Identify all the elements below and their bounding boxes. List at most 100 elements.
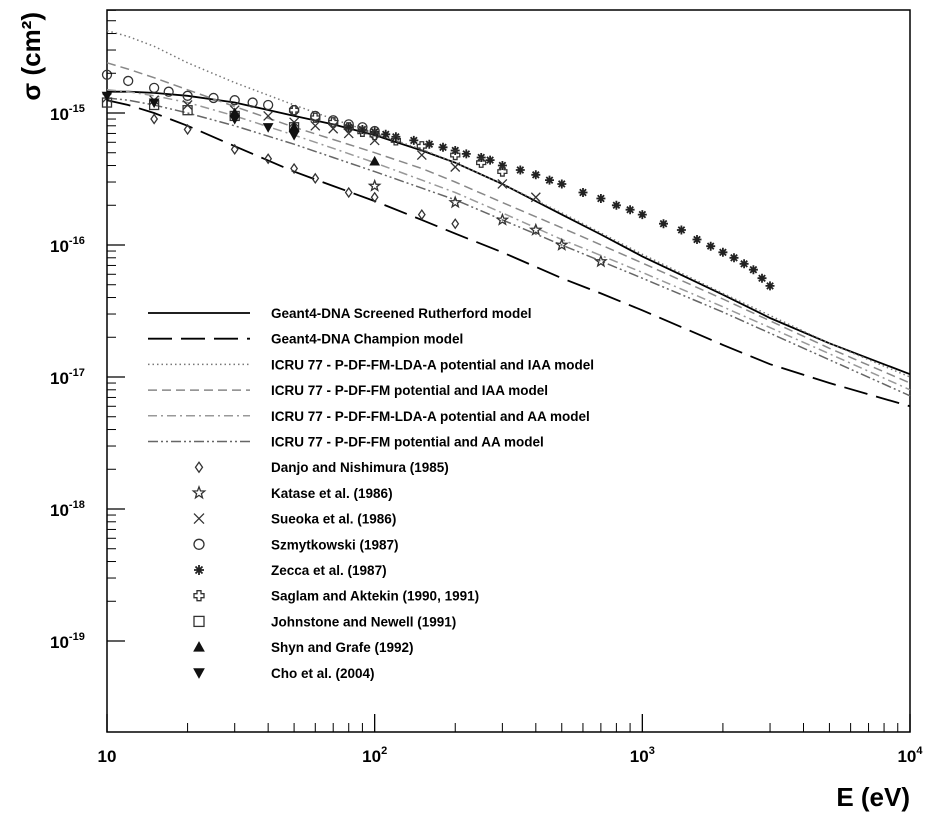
x-tick-label: 10 (98, 747, 117, 766)
data-point (461, 149, 471, 159)
data-point (369, 129, 380, 141)
data-point (476, 157, 487, 168)
legend-label: Geant4-DNA Champion model (271, 332, 463, 347)
series-line (106, 97, 911, 397)
legend-label: Saglam and Aktekin (1990, 1991) (271, 589, 479, 604)
plot-frame (106, 9, 911, 733)
data-point (485, 155, 495, 165)
data-point (288, 121, 300, 132)
legend-label: ICRU 77 - P-DF-FM-LDA-A potential and AA… (271, 409, 590, 424)
data-point (515, 165, 525, 175)
data-point (554, 237, 569, 251)
data-point (416, 141, 427, 152)
x-tick-label: 104 (897, 745, 923, 766)
legend-marker-swatch (193, 590, 205, 602)
data-point (263, 99, 274, 111)
data-point (150, 113, 159, 125)
data-point (148, 82, 160, 94)
y-tick-label: 10-17 (50, 367, 85, 388)
data-point (748, 265, 758, 275)
data-point (370, 127, 380, 137)
legend-entry: ICRU 77 - P-DF-FM potential and AA model (148, 435, 544, 450)
legend-marker-swatch (194, 461, 204, 474)
data-point (123, 75, 134, 87)
data-point (247, 97, 258, 108)
legend-marker-swatch (191, 485, 207, 500)
legend-label: Zecca et al. (1987) (271, 563, 387, 578)
legend-label: Shyn and Grafe (1992) (271, 640, 414, 655)
data-point (476, 153, 486, 162)
legend-entry: Sueoka et al. (1986) (193, 512, 396, 527)
data-point (229, 95, 240, 106)
series-11 (288, 105, 508, 177)
series-line (106, 89, 911, 391)
data-point (288, 131, 300, 141)
data-point (424, 139, 434, 149)
series-2 (106, 29, 911, 378)
data-point (611, 200, 621, 210)
y-tick-label: 10-15 (50, 103, 85, 124)
data-point (438, 142, 448, 152)
data-point (578, 188, 588, 197)
legend-marker-swatch (194, 565, 204, 575)
legend-label: ICRU 77 - P-DF-FM potential and IAA mode… (271, 383, 548, 398)
data-point (495, 212, 510, 226)
data-point (637, 210, 647, 220)
data-point (343, 122, 354, 133)
legend-entry: Shyn and Grafe (1992) (193, 640, 414, 655)
y-tick-label: 10-18 (50, 499, 85, 520)
series-14 (101, 91, 300, 141)
data-point (718, 247, 728, 257)
data-point (557, 179, 567, 189)
legend-label: ICRU 77 - P-DF-FM potential and AA model (271, 435, 544, 450)
series-line (106, 99, 911, 408)
legend-entry: Geant4-DNA Screened Rutherford model (148, 306, 532, 321)
legend-entry: Cho et al. (2004) (193, 666, 375, 681)
data-point (409, 135, 419, 145)
legend-label: Johnstone and Newell (1991) (271, 614, 456, 629)
legend-label: Cho et al. (2004) (271, 666, 375, 681)
plot-area (106, 9, 911, 733)
legend-label: ICRU 77 - P-DF-FM-LDA-A potential and IA… (271, 357, 594, 372)
data-point (765, 281, 775, 291)
data-point (676, 225, 686, 235)
legend-label: Katase et al. (1986) (271, 486, 393, 501)
series-8 (102, 92, 541, 203)
data-point (381, 129, 391, 139)
series-3 (106, 62, 911, 384)
data-point (729, 253, 739, 263)
data-point (208, 92, 219, 104)
data-point (497, 166, 508, 177)
data-point (163, 86, 174, 97)
data-point (450, 149, 461, 161)
series-line (106, 29, 911, 378)
data-point (706, 241, 716, 251)
legend-entry: Saglam and Aktekin (1990, 1991) (193, 589, 479, 604)
legend-marker-swatch (193, 668, 205, 679)
data-point (182, 100, 193, 110)
y-axis-title: σ (cm²) (16, 12, 46, 101)
data-point (451, 218, 460, 230)
data-point (450, 162, 461, 172)
legend-label: Geant4-DNA Screened Rutherford model (271, 306, 532, 321)
data-point (328, 123, 339, 134)
legend-marker-swatch (193, 513, 205, 525)
data-point (311, 172, 320, 184)
data-point (391, 132, 401, 142)
series-5 (106, 97, 911, 397)
data-point (310, 112, 321, 123)
data-point (182, 105, 193, 116)
series-line (106, 62, 911, 384)
x-axis-title: E (eV) (836, 782, 910, 812)
data-point (531, 170, 541, 180)
data-point (545, 175, 554, 185)
data-point (310, 120, 321, 131)
data-point (416, 150, 427, 161)
data-point (739, 259, 749, 269)
series-7 (367, 178, 608, 268)
series-line (107, 90, 911, 376)
data-point (101, 69, 113, 80)
series-1 (106, 99, 911, 408)
data-point (328, 117, 339, 128)
